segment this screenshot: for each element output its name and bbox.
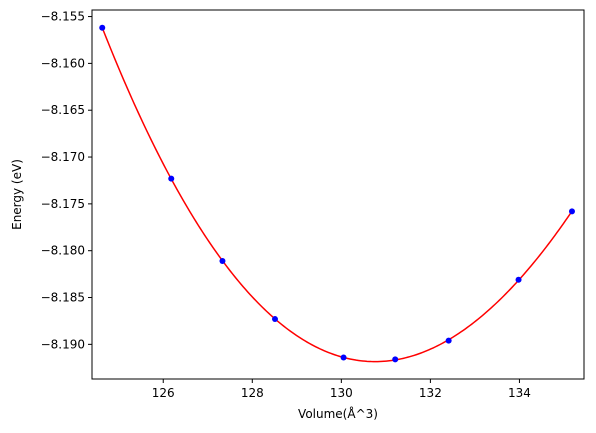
x-axis: 126 128 130 132 134	[152, 379, 531, 400]
data-point	[168, 175, 175, 182]
x-axis-label: Volume(Å^3)	[298, 406, 378, 421]
fit-curve	[101, 27, 573, 363]
y-tick-label: −8.180	[41, 244, 85, 258]
y-tick-label: −8.160	[41, 56, 85, 70]
y-axis: −8.155 −8.160 −8.165 −8.170 −8.175 −8.180 −8.1…	[41, 10, 92, 351]
y-tick-label: −8.190	[41, 337, 85, 351]
y-axis-label: Energy (eV)	[10, 159, 24, 230]
y-tick-label: −8.155	[41, 10, 85, 24]
x-tick-label: 128	[241, 386, 264, 400]
y-tick-label: −8.175	[41, 197, 85, 211]
x-tick-label: 130	[330, 386, 353, 400]
data-point	[515, 276, 522, 283]
data-point	[445, 337, 452, 344]
y-tick-label: −8.165	[41, 103, 85, 117]
plot-area	[99, 24, 575, 363]
x-tick-label: 126	[152, 386, 175, 400]
x-tick-label: 132	[419, 386, 442, 400]
data-point	[219, 257, 226, 264]
x-tick-label: 134	[508, 386, 531, 400]
data-point	[340, 354, 347, 361]
axes-frame	[91, 9, 585, 380]
data-point	[99, 24, 106, 31]
data-point	[568, 208, 575, 215]
data-point	[392, 356, 399, 363]
y-tick-label: −8.185	[41, 291, 85, 305]
data-point	[271, 316, 278, 323]
y-tick-label: −8.170	[41, 150, 85, 164]
